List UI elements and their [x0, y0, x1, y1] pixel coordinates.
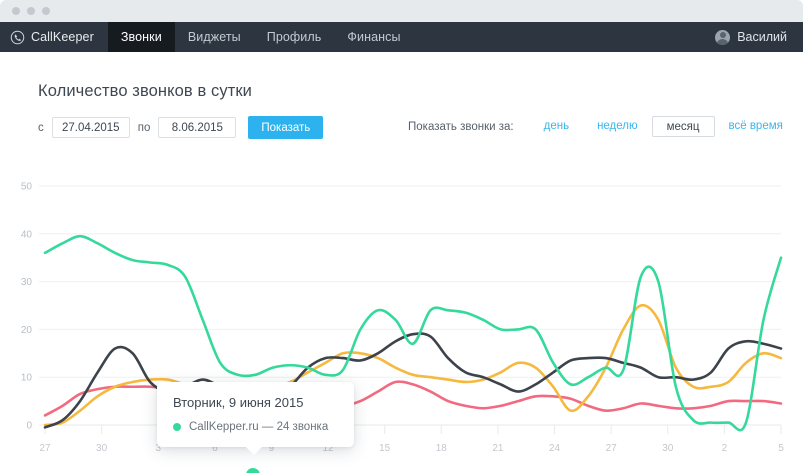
tooltip-series-text: CallKepper.ru — 24 звонка	[189, 421, 329, 433]
svg-text:50: 50	[21, 182, 33, 193]
svg-text:30: 30	[21, 277, 33, 288]
main-navbar: CallKeeper Звонки Виджеты Профиль Финанс…	[0, 22, 803, 52]
nav-tab-profil-label: Профиль	[266, 30, 322, 44]
navbar-spacer	[414, 22, 706, 52]
chart-line-2	[43, 303, 783, 427]
chart-highlight-marker[interactable]	[246, 468, 260, 473]
svg-text:5: 5	[778, 443, 784, 454]
date-to-input[interactable]	[158, 117, 237, 138]
from-label: с	[38, 121, 44, 134]
user-name: Василий	[737, 30, 787, 44]
chart-tooltip: Вторник, 9 июня 2015 CallKepper.ru — 24 …	[157, 382, 354, 455]
nav-tab-profil[interactable]: Профиль	[254, 22, 335, 52]
calls-line-chart: 0 10 20 30 40 50 27 30 3 6 9 12 15 18 21 24 27 30 2 5 Втор…	[0, 172, 803, 473]
svg-text:12: 12	[323, 443, 335, 454]
period-label: Показать звонки за:	[408, 120, 514, 133]
svg-text:15: 15	[379, 443, 391, 454]
period-option-day[interactable]: день	[543, 120, 570, 132]
page-content: Количество звонков в сутки с по Показать…	[0, 52, 803, 473]
svg-text:21: 21	[492, 443, 504, 454]
window-close-dot[interactable]	[12, 7, 20, 15]
tooltip-title: Вторник, 9 июня 2015	[173, 395, 304, 410]
brand-logo[interactable]: CallKeeper	[0, 22, 108, 52]
show-button[interactable]: Показать	[248, 116, 324, 139]
svg-text:24: 24	[549, 443, 561, 454]
chart-x-axis-labels: 27 30 3 6 9 12 15 18 21 24 27 30 2 5	[39, 443, 784, 454]
svg-text:3: 3	[155, 443, 161, 454]
period-option-week[interactable]: неделю	[597, 120, 638, 132]
svg-text:27: 27	[39, 443, 51, 454]
user-avatar-icon	[715, 29, 731, 45]
svg-text:0: 0	[26, 421, 32, 432]
chart-series-lines	[43, 234, 783, 432]
chart-gridlines	[39, 185, 781, 426]
chart-y-axis-labels: 0 10 20 30 40 50	[21, 182, 33, 432]
period-filter: Показать звонки за: день неделю месяц вс…	[408, 116, 797, 137]
nav-tab-widgety[interactable]: Виджеты	[175, 22, 254, 52]
nav-tab-zvonki-label: Звонки	[120, 30, 162, 44]
svg-text:9: 9	[269, 443, 275, 454]
nav-tab-zvonki[interactable]: Звонки	[107, 22, 175, 52]
nav-tab-finansy-label: Финансы	[347, 30, 401, 44]
svg-text:30: 30	[662, 443, 674, 454]
tooltip-series-row: CallKepper.ru — 24 звонка	[173, 421, 338, 433]
date-range-filter: с по Показать	[38, 116, 324, 139]
svg-text:6: 6	[212, 443, 218, 454]
window-maximize-dot[interactable]	[42, 7, 50, 15]
window-controls	[12, 7, 50, 15]
chart-canvas: 0 10 20 30 40 50 27 30 3 6 9 12 15 18 21 24 27 30 2 5	[21, 182, 784, 455]
period-option-month[interactable]: месяц	[651, 116, 715, 137]
nav-tab-widgety-label: Виджеты	[187, 30, 241, 44]
svg-text:30: 30	[96, 443, 108, 454]
chart-x-axis-ticks	[44, 424, 782, 434]
brand-label: CallKeeper	[31, 30, 94, 44]
svg-text:27: 27	[606, 443, 618, 454]
to-label: по	[137, 121, 151, 134]
svg-text:18: 18	[436, 443, 448, 454]
chart-line-0	[43, 234, 783, 432]
window-titlebar	[0, 0, 803, 22]
date-from-input[interactable]	[51, 117, 130, 138]
user-menu[interactable]: Василий	[705, 22, 803, 52]
tooltip-series-dot-icon	[173, 423, 181, 431]
tooltip-arrow	[245, 446, 263, 455]
svg-text:2: 2	[722, 443, 728, 454]
svg-text:40: 40	[21, 229, 33, 240]
period-option-all-time[interactable]: всё время	[728, 120, 783, 132]
page-title: Количество звонков в сутки	[38, 82, 252, 100]
phone-circle-icon	[10, 30, 25, 44]
nav-tab-finansy[interactable]: Финансы	[334, 22, 413, 52]
svg-text:20: 20	[21, 325, 33, 336]
window-minimize-dot[interactable]	[27, 7, 35, 15]
svg-text:10: 10	[21, 373, 33, 384]
